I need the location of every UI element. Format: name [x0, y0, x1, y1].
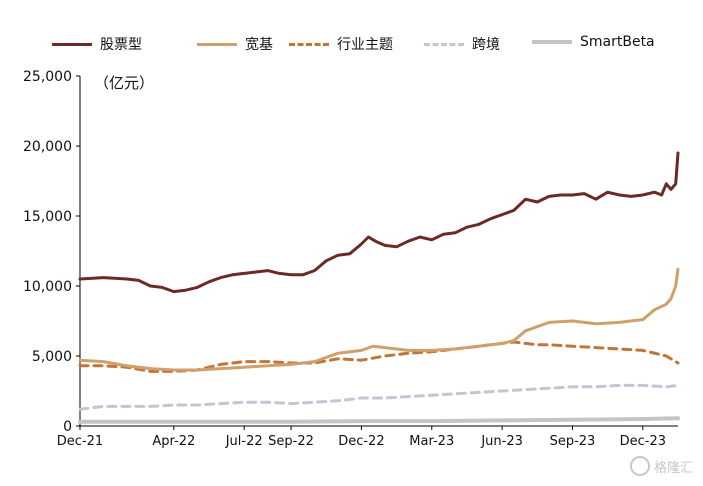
y-tick-label: 10,000	[23, 279, 72, 295]
legend-item-broad: 宽基	[197, 34, 273, 54]
x-tick-label: Dec-22	[338, 434, 384, 449]
y-tick-label: 15,000	[23, 209, 72, 225]
series-line-smartbeta	[78, 416, 680, 424]
watermark-text: 格隆汇	[653, 460, 693, 476]
series-line-crossborder	[78, 383, 680, 411]
watermark-logo-icon	[629, 456, 650, 476]
y-unit-label: （亿元）	[94, 74, 155, 92]
x-tick-label: Sep-23	[550, 434, 596, 449]
legend-item-smartbeta: SmartBeta	[532, 34, 655, 50]
legend-label-smartbeta: SmartBeta	[580, 34, 655, 50]
legend-item-stock: 股票型	[52, 34, 142, 54]
series-line-stock	[78, 151, 680, 294]
x-tick-label: Dec-21	[57, 434, 103, 449]
x-tick-label: Sep-22	[268, 434, 314, 449]
legend-swatch-crossborder	[424, 42, 464, 46]
y-tick-label: 0	[63, 419, 72, 435]
legend-label-sector: 行业主题	[337, 37, 393, 53]
y-tick-label: 5,000	[32, 349, 72, 365]
series-line-broad	[78, 267, 680, 372]
x-tick-label: Dec-23	[620, 434, 666, 449]
legend-label-stock: 股票型	[100, 37, 142, 53]
y-tick-label: 25,000	[23, 69, 72, 85]
legend-label-crossborder: 跨境	[472, 37, 500, 53]
x-tick-label: Apr-22	[152, 434, 195, 449]
y-tick-label: 20,000	[23, 139, 72, 155]
legend-item-sector: 行业主题	[289, 34, 393, 54]
watermark: 格隆汇	[629, 456, 693, 476]
series-line-sector	[78, 340, 680, 373]
legend-label-broad: 宽基	[245, 37, 273, 53]
x-tick-label: Jun-23	[480, 434, 523, 449]
x-tick-label: Jul-22	[225, 434, 263, 449]
legend-swatch-stock	[52, 42, 92, 46]
x-tick-label: Mar-23	[409, 434, 454, 449]
legend-swatch-broad	[197, 42, 237, 46]
legend-swatch-sector	[289, 42, 329, 46]
legend-item-crossborder: 跨境	[424, 34, 500, 54]
legend-swatch-smartbeta	[532, 40, 572, 44]
